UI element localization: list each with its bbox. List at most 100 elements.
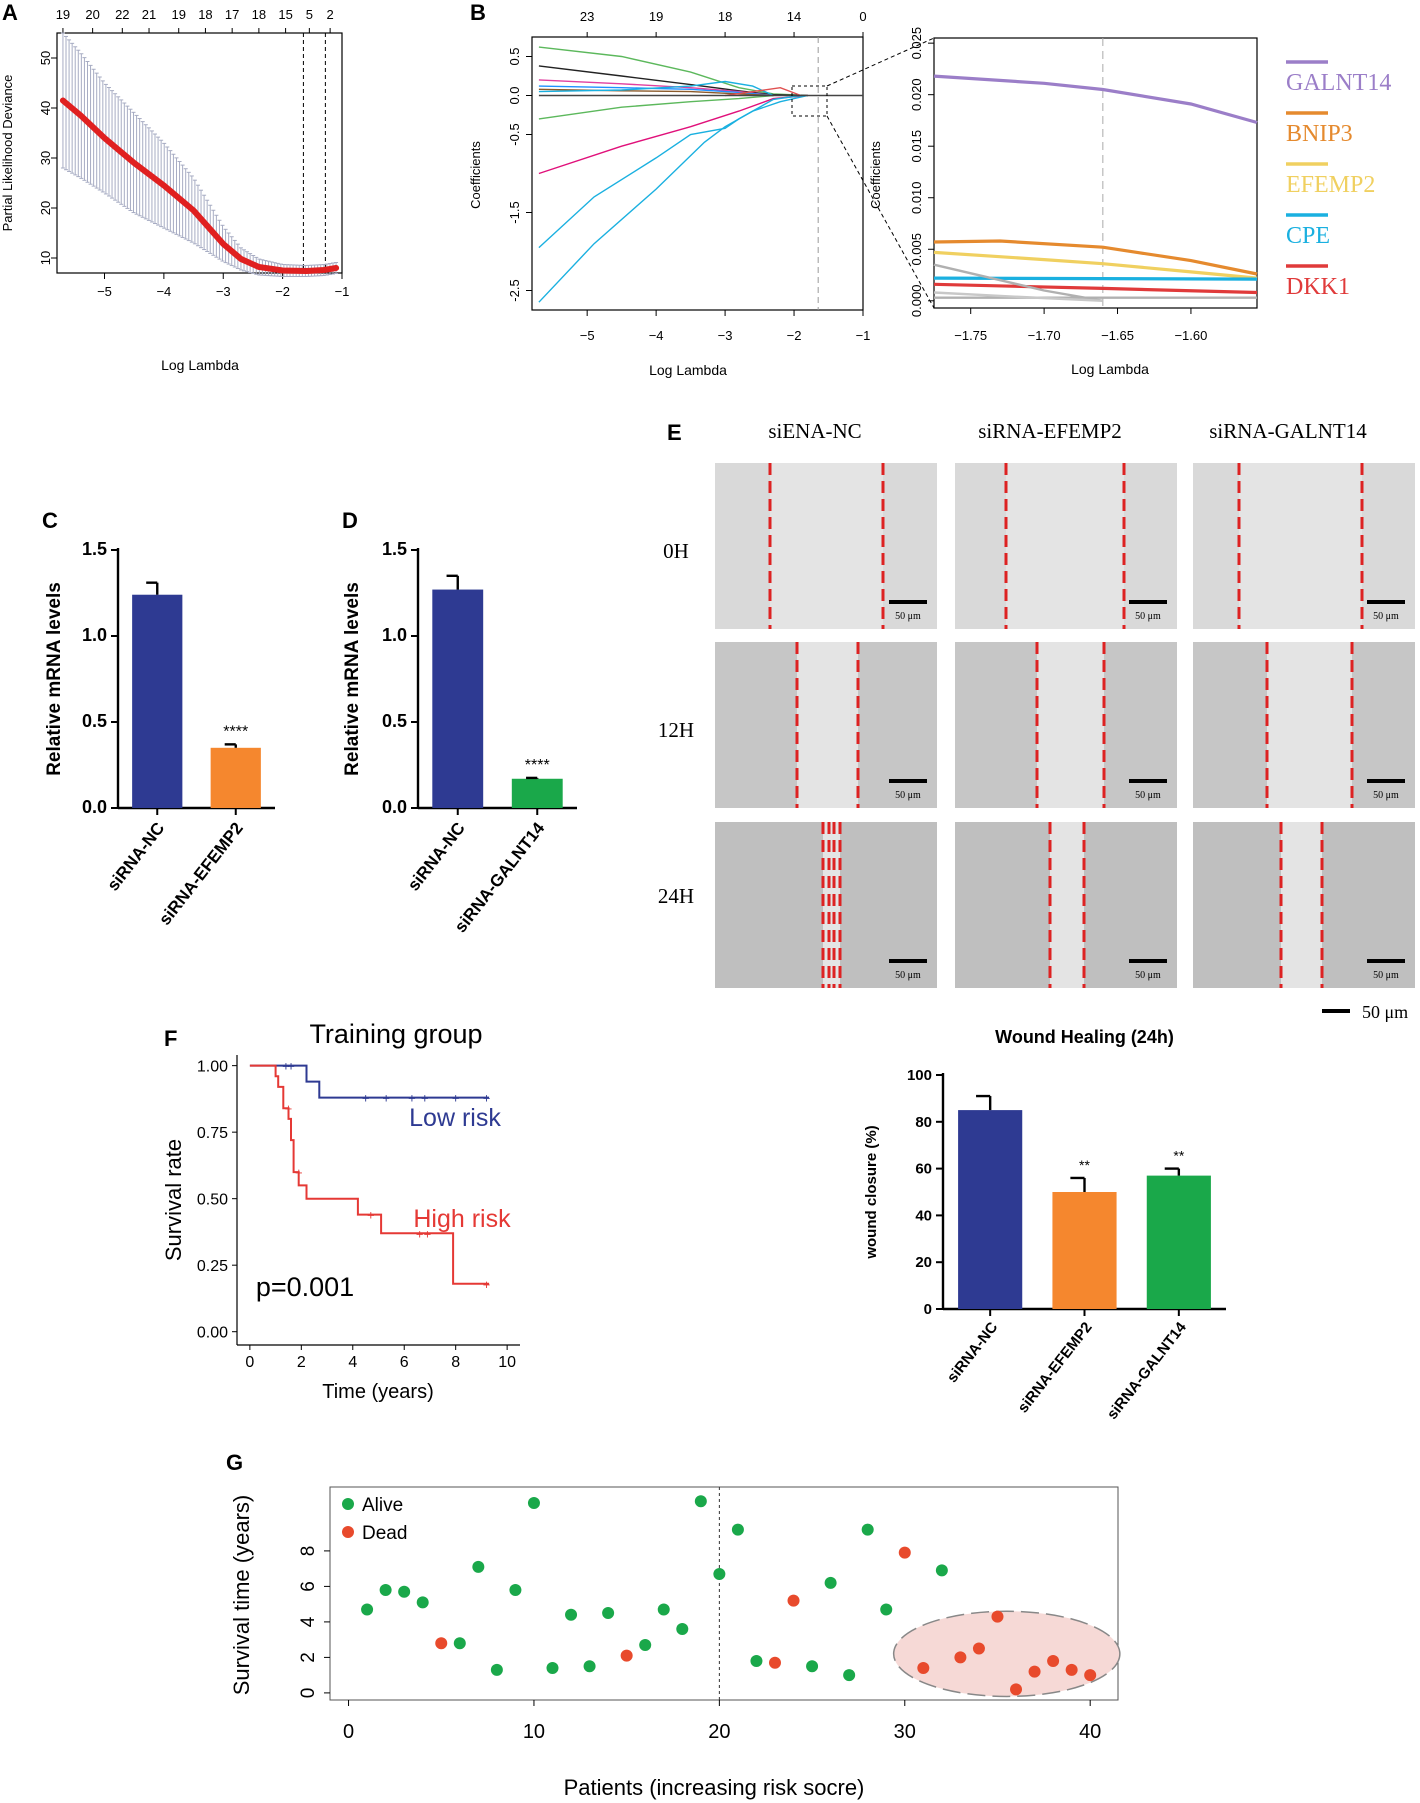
chart-c-bar-siRNA-EFEMP2 — [210, 747, 261, 808]
chart-e-category-label: siRNA-EFEMP2 — [1015, 1319, 1096, 1416]
a-toptick-label: 20 — [85, 7, 99, 22]
a-toptick-label: 18 — [198, 7, 212, 22]
a-ylabel: Partial Likelihood Deviance — [0, 75, 15, 232]
b-xtick-label: −2 — [787, 328, 802, 343]
g-point-dead — [1010, 1683, 1023, 1696]
g-point-alive — [509, 1583, 522, 1596]
g-point-alive — [824, 1576, 837, 1589]
e-image-scale-label: 50 μm — [1135, 970, 1161, 981]
a-toptick-label: 22 — [115, 7, 129, 22]
f-ytick-label: 0.50 — [197, 1192, 228, 1209]
g-point-alive — [861, 1523, 874, 1536]
f-censor-mark: + — [416, 1226, 424, 1241]
f-xtick-label: 6 — [400, 1354, 409, 1371]
panel-letters: A B C D E F G — [2, 0, 682, 1475]
a-xtick-label: −1 — [335, 284, 350, 299]
g-point-alive — [416, 1596, 429, 1609]
f-censor-mark: + — [424, 1226, 432, 1241]
e-wound-gap — [1037, 642, 1104, 808]
e-row-label-24h: 24H — [658, 884, 694, 908]
chart-a-deviance: −5 −4 −3 −2 −1 10 20 30 40 50 19 20 22 21 19 18 17 18 15 5 2… — [0, 7, 349, 373]
a-ytick-label: 40 — [38, 101, 53, 115]
f-censor-mark: + — [295, 1165, 303, 1180]
e-wound-gap — [1281, 822, 1322, 988]
g-ylabel: Survival time (years) — [229, 1495, 254, 1695]
b-zoom-connector — [826, 115, 935, 309]
g-point-alive — [490, 1663, 503, 1676]
chart-e-category-label: siRNA-NC — [944, 1319, 1002, 1386]
chart-e-bar-siRNA-GALNT14 — [1146, 1175, 1211, 1309]
e-wound-gap — [770, 463, 883, 629]
chart-c-ytick-label: 1.5 — [82, 539, 107, 559]
g-point-dead — [1028, 1665, 1041, 1678]
g-point-alive — [361, 1603, 374, 1616]
e-wound-gap — [1239, 463, 1362, 629]
b-ylabel: Coefficients — [468, 141, 483, 209]
b-toptick-label: 18 — [718, 9, 732, 24]
e-col-label-nc: siENA-NC — [768, 419, 861, 443]
panel-e-labels: siENA-NC siRNA-EFEMP2 siRNA-GALNT14 0H 1… — [658, 419, 1408, 1022]
g-point-alive — [676, 1623, 689, 1635]
chart-d-ylabel: Relative mRNA levels — [342, 582, 363, 776]
g-point-alive — [843, 1669, 856, 1682]
bz-coef-line-CPE — [933, 276, 1258, 281]
chart-d-ytick-label: 0.5 — [382, 711, 407, 731]
bz-xtick-label: −1.65 — [1101, 328, 1134, 343]
chart-c-ytick-label: 0.5 — [82, 711, 107, 731]
g-point-alive — [565, 1608, 578, 1621]
e-row-label-0h: 0H — [663, 539, 689, 563]
b-coef-line-3 — [538, 85, 774, 97]
f-xtick-label: 8 — [451, 1354, 460, 1371]
g-point-alive — [713, 1567, 726, 1580]
e-wound-gap — [1267, 642, 1352, 808]
g-plot-frame — [329, 1486, 1119, 1701]
b-ytick-label: 0.0 — [507, 86, 522, 104]
g-point-alive — [880, 1603, 893, 1616]
chart-e-ytick-label: 40 — [915, 1207, 932, 1224]
a-ytick-label: 30 — [38, 151, 53, 165]
b-coef-line-8 — [538, 94, 801, 249]
a-plot-frame — [56, 32, 343, 274]
b-xtick-label: −3 — [718, 328, 733, 343]
bz-xlabel: Log Lambda — [1071, 361, 1149, 377]
g-point-dead — [787, 1594, 800, 1607]
g-point-dead — [954, 1651, 967, 1664]
bz-ytick-label: 0.010 — [909, 181, 924, 214]
bz-ytick-label: 0.005 — [909, 233, 924, 266]
a-xtick-label: −5 — [97, 284, 112, 299]
a-toptick-label: 17 — [225, 7, 239, 22]
chart-d-category-label: siRNA-NC — [404, 819, 469, 895]
e-image-scale-label: 50 μm — [895, 790, 921, 801]
chart-c-category-label: siRNA-NC — [103, 819, 168, 895]
g-ytick-label: 0 — [298, 1688, 319, 1699]
b-toptick-label: 19 — [649, 9, 663, 24]
chart-d-ytick-label: 1.5 — [382, 539, 407, 559]
panel-letter-f: F — [164, 1026, 177, 1051]
f-censor-mark: + — [483, 1277, 491, 1292]
g-point-alive — [546, 1662, 559, 1675]
panel-letter-c: C — [42, 508, 58, 533]
b-xtick-label: −1 — [856, 328, 871, 343]
b-coef-line-5 — [538, 94, 774, 120]
g-xtick-label: 40 — [1079, 1721, 1101, 1743]
chart-c-bar-siRNA-NC — [132, 594, 183, 808]
chart-c-category-label: siRNA-EFEMP2 — [155, 819, 247, 929]
a-ytick-label: 10 — [38, 251, 53, 265]
bz-ytick-label: 0.025 — [909, 27, 924, 60]
bz-coef-line-BNIP3 — [933, 239, 1258, 276]
g-point-dead — [898, 1546, 911, 1559]
f-xlabel: Time (years) — [322, 1381, 433, 1403]
f-ytick-label: 0.25 — [197, 1258, 228, 1275]
g-point-alive — [806, 1660, 819, 1673]
g-legend-label-alive: Alive — [362, 1495, 403, 1516]
a-xtick-label: −3 — [216, 284, 231, 299]
panel-letter-e: E — [667, 420, 682, 445]
f-censor-mark: + — [367, 1208, 375, 1223]
b-ytick-label: -1.5 — [507, 201, 522, 223]
a-toptick-label: 19 — [171, 7, 185, 22]
g-ytick-label: 8 — [298, 1546, 319, 1557]
g-xtick-label: 10 — [523, 1721, 545, 1743]
f-ytick-label: 0.75 — [197, 1125, 228, 1142]
f-xtick-label: 2 — [297, 1354, 306, 1371]
bz-legend-label-CPE: CPE — [1286, 223, 1330, 249]
